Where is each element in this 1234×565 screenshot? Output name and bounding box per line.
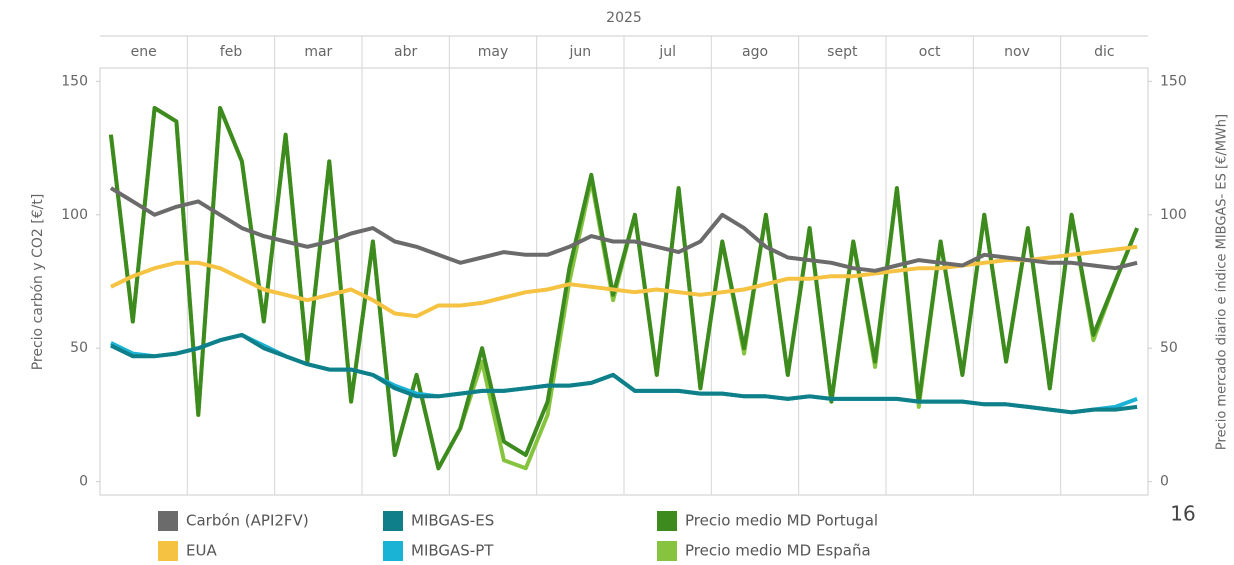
legend-label: MIBGAS-ES bbox=[411, 512, 494, 530]
legend-swatch bbox=[158, 511, 178, 531]
x-tick-label: may bbox=[478, 44, 509, 60]
page-number: 16 bbox=[1170, 502, 1195, 526]
legend-label: EUA bbox=[186, 542, 217, 560]
legend-label: Precio medio MD España bbox=[685, 542, 871, 560]
y-tick-label: 0 bbox=[79, 474, 88, 490]
legend-label: Precio medio MD Portugal bbox=[685, 512, 878, 530]
legend-swatch bbox=[383, 511, 403, 531]
x-tick-label: mar bbox=[304, 44, 332, 60]
x-tick-label: feb bbox=[220, 44, 243, 60]
x-tick-label: ene bbox=[131, 44, 157, 60]
legend-swatch bbox=[383, 541, 403, 561]
legend-label: MIBGAS-PT bbox=[411, 542, 494, 560]
y-tick-label: 50 bbox=[70, 340, 88, 356]
x-tick-label: ago bbox=[742, 44, 768, 60]
legend-label: Carbón (API2FV) bbox=[186, 512, 309, 530]
x-tick-label: nov bbox=[1004, 44, 1030, 60]
y-tick-label: 150 bbox=[61, 73, 88, 89]
y2-tick-label: 100 bbox=[1160, 207, 1187, 223]
y2-tick-label: 150 bbox=[1160, 73, 1187, 89]
y2-axis-label: Precio mercado diario e índice MIBGAS- E… bbox=[1215, 114, 1230, 450]
x-tick-label: jul bbox=[658, 44, 676, 60]
series-line bbox=[110, 332, 1138, 415]
legend-swatch bbox=[158, 541, 178, 561]
x-tick-label: sept bbox=[827, 44, 858, 60]
x-tick-label: abr bbox=[394, 44, 417, 60]
x-tick-label: dic bbox=[1094, 44, 1114, 60]
y2-tick-label: 50 bbox=[1160, 340, 1178, 356]
legend-swatch bbox=[657, 511, 677, 531]
x-tick-label: oct bbox=[919, 44, 941, 60]
legend-swatch bbox=[657, 541, 677, 561]
x-tick-label: jun bbox=[569, 44, 592, 60]
year-label: 2025 bbox=[606, 10, 642, 26]
series-line bbox=[109, 186, 1138, 273]
series-line bbox=[108, 106, 1139, 471]
y-tick-label: 100 bbox=[61, 207, 88, 223]
y-axis-label: Precio carbón y CO2 [€/t] bbox=[30, 194, 46, 371]
y2-tick-label: 0 bbox=[1160, 474, 1169, 490]
